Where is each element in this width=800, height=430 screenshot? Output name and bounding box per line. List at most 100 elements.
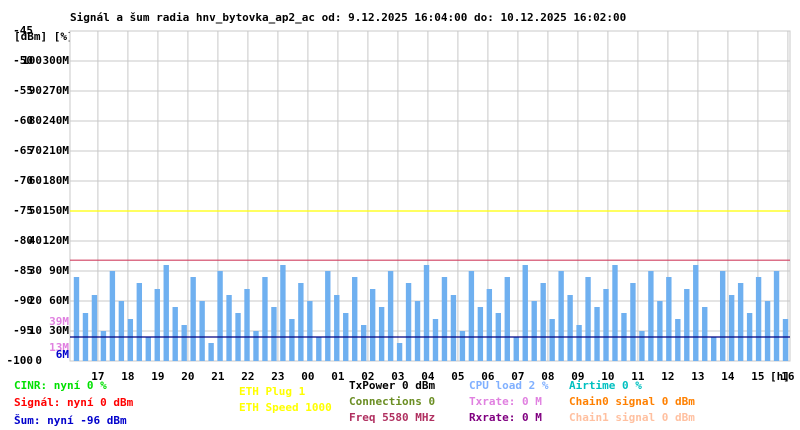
legend-entry: Freq 5580 MHz (349, 411, 435, 424)
y3-tick-label: 150M (43, 204, 70, 217)
bar (729, 295, 734, 361)
x-tick-label: 19 (151, 370, 164, 383)
bar (612, 265, 617, 361)
plot-area (70, 31, 790, 361)
bar (469, 271, 474, 361)
bar (585, 277, 590, 361)
y2-tick-label: 0 (35, 354, 42, 367)
bar (379, 307, 384, 361)
x-tick-label: 12 (661, 370, 674, 383)
bar (648, 271, 653, 361)
x-tick-label: 16 (781, 370, 795, 383)
bar (262, 277, 267, 361)
bar (442, 277, 447, 361)
y3-tick-label: 120M (43, 234, 70, 247)
bar (783, 319, 788, 361)
x-tick-label: 23 (271, 370, 284, 383)
bar (424, 265, 429, 361)
chart-title: Signál a šum radia hnv_bytovka_ap2_ac od… (70, 11, 626, 24)
bar (128, 319, 133, 361)
bar (630, 283, 635, 361)
x-tick-label: 20 (181, 370, 194, 383)
bar (271, 307, 276, 361)
bar (280, 265, 285, 361)
legend-entry: Šum: nyní -96 dBm (14, 414, 127, 427)
x-tick-label: 14 (721, 370, 735, 383)
bar (190, 277, 195, 361)
legend-entry: ETH Plug 1 (239, 385, 306, 398)
bar (765, 301, 770, 361)
x-tick-label: 05 (451, 370, 464, 383)
y-tick-label: -100 (7, 354, 34, 367)
legend-entry: Airtime 0 % (569, 379, 642, 392)
bar (639, 331, 644, 361)
bar (415, 301, 420, 361)
bar (110, 271, 115, 361)
bar (774, 271, 779, 361)
y3-tick-label: 210M (43, 144, 70, 157)
bar (540, 283, 545, 361)
rate-marker: 6M (56, 348, 70, 361)
bar (433, 319, 438, 361)
bar (406, 283, 411, 361)
bar (693, 265, 698, 361)
bar (307, 301, 312, 361)
y-tick-label: -45 (13, 24, 33, 37)
bar (298, 283, 303, 361)
bar (558, 271, 563, 361)
bar (478, 307, 483, 361)
bar (738, 283, 743, 361)
rate-marker: 39M (49, 315, 69, 328)
bar (325, 271, 330, 361)
y2-tick-label: 90 (29, 84, 42, 97)
bar (146, 337, 151, 361)
bar (352, 277, 357, 361)
bar (594, 307, 599, 361)
legend-entry: Chain1 signal 0 dBm (569, 411, 695, 424)
bar (523, 265, 528, 361)
bar (532, 301, 537, 361)
bar (576, 325, 581, 361)
y2-tick-label: 70 (29, 144, 42, 157)
bar (370, 289, 375, 361)
bar (549, 319, 554, 361)
bar (92, 295, 97, 361)
x-tick-label: 00 (301, 370, 314, 383)
bar (451, 295, 456, 361)
bar (137, 283, 142, 361)
y2-tick-label: 20 (29, 294, 42, 307)
x-tick-label: 13 (691, 370, 704, 383)
bar (119, 301, 124, 361)
bar (487, 289, 492, 361)
bar (514, 337, 519, 361)
y3-tick-label: 60M (49, 294, 69, 307)
x-tick-label: 01 (331, 370, 345, 383)
x-tick-label: 18 (121, 370, 134, 383)
bar (101, 331, 106, 361)
bar (217, 271, 222, 361)
bar (603, 289, 608, 361)
legend-entry: Connections 0 (349, 395, 435, 408)
x-tick-label: 22 (241, 370, 254, 383)
y3-tick-label: 180M (43, 174, 70, 187)
bar (397, 343, 402, 361)
bar (244, 289, 249, 361)
y3-tick-label: 90M (49, 264, 69, 277)
bar (505, 277, 510, 361)
y2-tick-label: 40 (29, 234, 42, 247)
y3-tick-label: 300M (43, 54, 70, 67)
y2-tick-label: 80 (29, 114, 42, 127)
bar (226, 295, 231, 361)
y2-tick-label: 30 (29, 264, 42, 277)
bar (657, 301, 662, 361)
bar (711, 337, 716, 361)
legend-entry: ETH Speed 1000 (239, 401, 332, 414)
bar (460, 331, 465, 361)
bar (155, 289, 160, 361)
legend-entry: TxPower 0 dBm (349, 379, 435, 392)
legend-entry: Txrate: 0 M (469, 395, 542, 408)
bar (567, 295, 572, 361)
bar (316, 337, 321, 361)
legend-entry: CPU load 2 % (469, 379, 549, 392)
